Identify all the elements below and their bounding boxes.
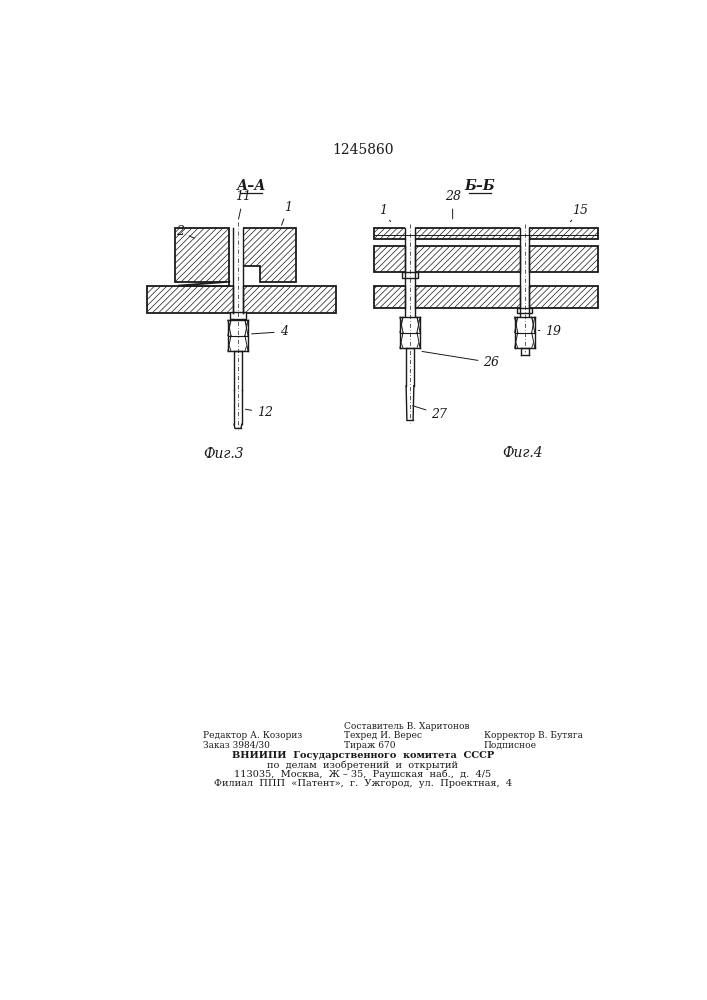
Text: Составитель В. Харитонов: Составитель В. Харитонов (344, 722, 469, 731)
Bar (405, 226, 414, 241)
Text: 113035,  Москва,  Ж – 35,  Раушская  наб.,  д.  4/5: 113035, Москва, Ж – 35, Раушская наб., д… (234, 770, 491, 779)
Text: Фиг.3: Фиг.3 (204, 447, 245, 461)
Bar (233, 284, 243, 314)
Text: А–А: А–А (236, 179, 266, 193)
Bar (520, 244, 530, 274)
Polygon shape (373, 286, 598, 308)
Text: 12: 12 (245, 406, 273, 419)
Text: Техред И. Верес: Техред И. Верес (344, 731, 422, 740)
Bar (515, 317, 534, 348)
Polygon shape (373, 228, 598, 239)
Text: Подписное: Подписное (484, 741, 537, 750)
Bar (405, 284, 414, 309)
Polygon shape (373, 246, 598, 272)
Bar (230, 312, 246, 319)
Text: 2: 2 (176, 225, 194, 238)
Text: Фиг.4: Фиг.4 (502, 446, 543, 460)
Bar (400, 317, 420, 348)
Text: Филиал  ППП  «Патент»,  г.  Ужгород,  ул.  Проектная,  4: Филиал ППП «Патент», г. Ужгород, ул. Про… (214, 779, 512, 788)
Bar (402, 272, 418, 278)
Bar (230, 312, 246, 319)
Text: 27: 27 (413, 406, 448, 421)
Text: 28: 28 (445, 190, 461, 219)
Bar (405, 244, 414, 274)
Bar (520, 284, 530, 309)
Text: 1: 1 (379, 204, 391, 222)
Text: 26: 26 (422, 351, 499, 369)
Text: 15: 15 (571, 204, 588, 222)
Polygon shape (179, 282, 230, 286)
Text: 11: 11 (235, 190, 252, 219)
Text: 1: 1 (281, 201, 292, 225)
Text: Б–Б: Б–Б (464, 179, 495, 193)
Text: Редактор А. Козориз: Редактор А. Козориз (203, 731, 303, 740)
Text: 4: 4 (252, 325, 288, 338)
Polygon shape (146, 286, 337, 312)
Text: Корректор В. Бутяга: Корректор В. Бутяга (484, 731, 583, 740)
Text: 19: 19 (538, 325, 561, 338)
Text: по  делам  изобретений  и  открытий: по делам изобретений и открытий (267, 761, 458, 770)
Text: 1245860: 1245860 (332, 143, 394, 157)
Bar (517, 308, 532, 313)
Polygon shape (175, 228, 230, 282)
Bar (520, 226, 530, 241)
Text: ВНИИПИ  Государственного  комитета  СССР: ВНИИПИ Государственного комитета СССР (232, 751, 494, 760)
Polygon shape (243, 228, 296, 282)
Text: Тираж 670: Тираж 670 (344, 741, 396, 750)
Bar (233, 226, 243, 283)
Text: Заказ 3984/30: Заказ 3984/30 (203, 741, 270, 750)
Bar (228, 320, 248, 351)
